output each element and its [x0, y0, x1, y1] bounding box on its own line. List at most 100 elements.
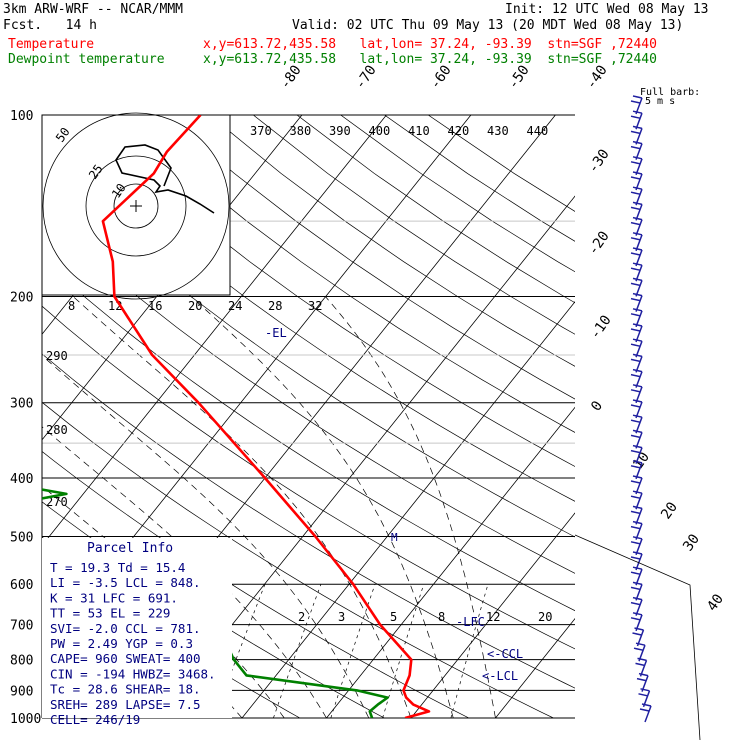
wind-barb-flag — [630, 525, 641, 530]
wind-barb-flag — [632, 460, 643, 464]
wind-barb-flag — [632, 505, 643, 510]
isotherm-line — [42, 115, 387, 547]
dry-adiabat-line — [42, 259, 575, 612]
init-time: Init: 12 UTC Wed 08 May 13 — [505, 2, 709, 17]
dry-adiabat-line — [296, 115, 575, 304]
theta-label: 410 — [408, 124, 430, 138]
pressure-label: 300 — [10, 397, 33, 412]
lfc-marker: -LFC — [456, 615, 485, 629]
pressure-label: 900 — [10, 684, 33, 699]
pressure-label: 700 — [10, 619, 33, 634]
el-marker: -EL — [265, 326, 287, 340]
wind-barb-flag — [632, 414, 643, 418]
model-title: 3km ARW-WRF -- NCAR/MMM — [3, 2, 184, 17]
wind-barb-flag — [632, 338, 643, 342]
isotherm-line — [326, 406, 575, 718]
pressure-label: 1000 — [10, 712, 41, 727]
wind-barb-flag — [632, 216, 643, 221]
diagram-border — [574, 534, 701, 740]
dry-adiabat-line — [42, 401, 555, 718]
wind-barb-flag — [637, 657, 647, 662]
wind-barb-flag — [632, 186, 643, 190]
wind-barb-flag — [630, 556, 641, 560]
wind-barb-flag — [641, 703, 652, 707]
wind-barb-flag — [636, 677, 647, 682]
wind-barb-flag — [632, 262, 643, 266]
parcel-info-row: LI = -3.5 LCL = 848. — [50, 575, 201, 590]
wind-barb-flag — [632, 292, 643, 297]
isotherm-label: 20 — [658, 499, 681, 522]
wind-barb-flag — [630, 252, 641, 256]
wind-barb-flag — [632, 323, 643, 327]
lcl-marker: <-LCL — [482, 669, 518, 683]
wind-barb-flag — [630, 617, 641, 621]
hodograph-ring-label: 25 — [86, 162, 106, 182]
wind-barb-flag — [632, 140, 643, 145]
dry-adiabat-line — [78, 115, 575, 467]
wind-barb-flag — [630, 449, 641, 454]
theta-label: 370 — [250, 124, 272, 138]
wind-barb-flag — [632, 110, 643, 114]
hodograph-trace — [115, 144, 215, 214]
isotherm-label: -80 — [277, 62, 305, 92]
theta-label: 380 — [290, 124, 312, 138]
dry-adiabat-line — [42, 166, 575, 538]
hodograph-speed-label: 20 — [188, 299, 202, 313]
isotherm-line — [157, 195, 575, 718]
wind-barb-flag — [630, 586, 641, 591]
wind-barb — [644, 705, 652, 723]
dry-adiabat-line — [42, 212, 575, 574]
wind-barb-flag — [632, 444, 643, 449]
temperature-profile — [101, 115, 431, 718]
wind-barb-flag — [630, 465, 641, 469]
wind-barb-flag — [630, 130, 641, 135]
wind-barb-flag — [632, 632, 642, 636]
wind-barb-flag — [630, 145, 641, 150]
wind-barb-flag — [632, 247, 643, 251]
wind-barb-flag — [635, 662, 645, 667]
wind-barb-flag — [632, 171, 643, 175]
wind-barb-flag — [630, 404, 641, 408]
wind-barb-flag — [630, 267, 641, 271]
wind-barb-flag — [632, 520, 643, 525]
mixing-ratio-label: 20 — [538, 610, 552, 624]
isotherm-label: 30 — [680, 531, 703, 554]
wind-barb-flag — [630, 434, 641, 439]
wind-barb-flag — [632, 368, 643, 373]
ccl-marker: <-CCL — [487, 647, 523, 661]
mixing-ratio-label: 12 — [486, 610, 500, 624]
parcel-info-row: CAPE= 960 SWEAT= 400 — [50, 651, 201, 666]
pressure-label: 400 — [10, 472, 33, 487]
wind-barb-flag — [632, 201, 643, 206]
isotherm-label: -20 — [585, 228, 613, 258]
wind-barb-flag — [632, 566, 643, 570]
dry-adiabat-line — [340, 115, 575, 273]
m-marker: M — [391, 531, 398, 544]
theta-side-label: 270 — [46, 495, 68, 509]
wind-barb-flag — [632, 581, 643, 586]
hodograph-speed-label: 28 — [268, 299, 282, 313]
pressure-label: 200 — [10, 291, 33, 306]
wind-barb-flag — [632, 475, 643, 479]
wind-barb-flag — [630, 206, 641, 211]
forecast-hour: Fcst. 14 h — [3, 18, 97, 33]
isotherm-label: -70 — [352, 62, 380, 92]
mixing-ratio-label: 3 — [338, 610, 345, 624]
parcel-info-bg — [42, 538, 232, 718]
wind-barb-flag — [630, 601, 641, 606]
hodograph-ring — [85, 155, 187, 257]
mixing-ratio-line — [213, 584, 266, 718]
wind-barb-flag — [630, 419, 641, 423]
parcel-info-row: PW = 2.49 YGP = 0.3 — [50, 636, 193, 651]
wind-barb-flag — [632, 399, 643, 403]
wind-barb-flag — [630, 297, 641, 302]
mixing-ratio-label: 8 — [438, 610, 445, 624]
dry-adiabat-line — [209, 115, 575, 367]
dry-adiabat-line — [121, 115, 575, 433]
temperature-location: x,y=613.72,435.58 lat,lon= 37.24, -93.39… — [203, 37, 657, 52]
theta-side-label: 290 — [46, 349, 68, 363]
wind-barb-flag — [630, 495, 641, 499]
theta-label: 420 — [448, 124, 470, 138]
